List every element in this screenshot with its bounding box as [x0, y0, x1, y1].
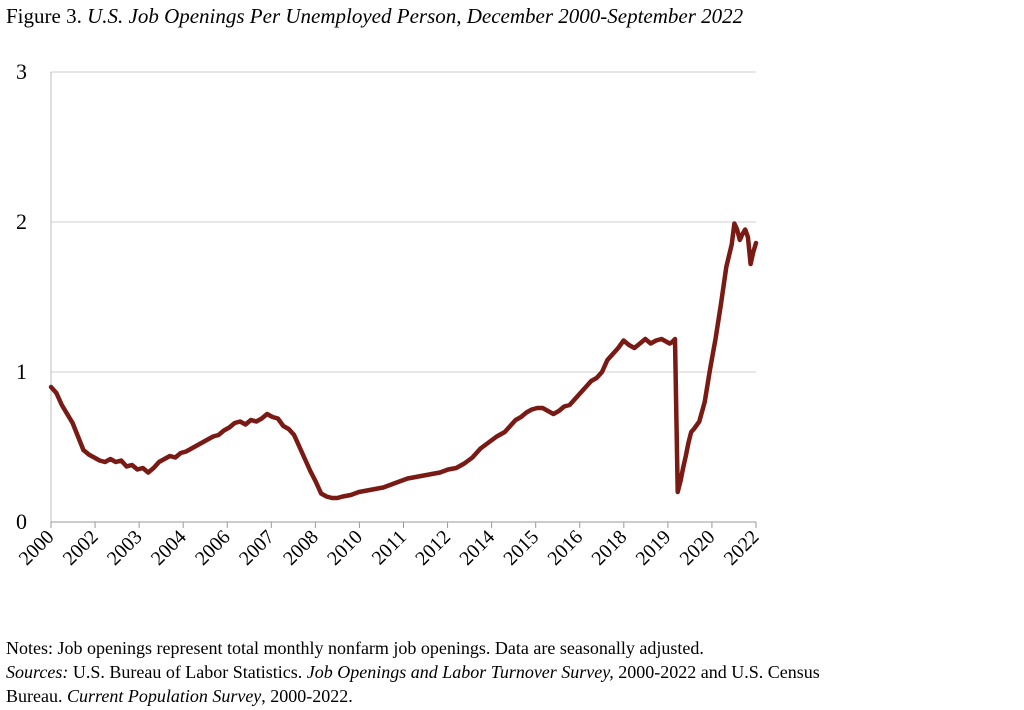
x-tick-label: 2006 — [191, 526, 235, 570]
x-tick-label: 2010 — [323, 526, 367, 570]
x-tick-label: 2018 — [588, 526, 632, 570]
notes-line: Notes: Job openings represent total mont… — [6, 638, 704, 658]
sources-text-1: U.S. Bureau of Labor Statistics. — [68, 662, 307, 682]
series-line — [48, 221, 759, 501]
gridlines — [51, 71, 756, 373]
series-group — [48, 221, 759, 501]
sources-line: Sources: U.S. Bureau of Labor Statistics… — [6, 660, 1016, 684]
x-tick-label: 2012 — [411, 526, 455, 570]
sources-label: Sources: — [6, 662, 69, 682]
chart-title: Figure 3. U.S. Job Openings Per Unemploy… — [6, 4, 743, 29]
x-tick-label: 2015 — [499, 526, 543, 570]
y-axis-ticks: 0 1 2 3 — [16, 59, 27, 534]
sources-text-4: , 2000-2022. — [261, 686, 353, 706]
x-tick-label: 2016 — [543, 526, 587, 570]
sources-jolts: Job Openings and Labor Turnover Survey, — [306, 662, 614, 682]
y-tick-label: 2 — [16, 209, 27, 234]
figure-title-text: U.S. Job Openings Per Unemployed Person,… — [87, 4, 744, 28]
y-tick-label: 1 — [16, 359, 27, 384]
x-tick-label: 2022 — [720, 526, 764, 570]
x-tick-label: 2019 — [632, 526, 676, 570]
sources-line-2: Bureau. Current Population Survey, 2000-… — [6, 684, 1016, 708]
x-axis: 2000 2002 2003 2004 2006 2007 2008 2010 2011 2012… — [15, 72, 764, 570]
x-tick-label: 2008 — [279, 526, 323, 570]
figure-label: Figure 3. — [6, 4, 82, 28]
chart-notes: Notes: Job openings represent total mont… — [6, 636, 1016, 708]
x-tick-label: 2020 — [676, 526, 720, 570]
y-tick-label: 0 — [16, 509, 27, 534]
sources-text-3: Bureau. — [6, 686, 67, 706]
x-tick-label: 2011 — [368, 526, 411, 569]
x-tick-label: 2014 — [455, 526, 499, 570]
x-tick-label: 2004 — [147, 526, 191, 570]
x-tick-label: 2003 — [103, 526, 147, 570]
sources-cps: Current Population Survey — [66, 686, 262, 706]
y-tick-label: 3 — [16, 59, 27, 84]
x-tick-label: 2002 — [59, 526, 103, 570]
x-tick-label: 2007 — [235, 526, 279, 570]
sources-text-2: 2000-2022 and U.S. Census — [613, 662, 820, 682]
